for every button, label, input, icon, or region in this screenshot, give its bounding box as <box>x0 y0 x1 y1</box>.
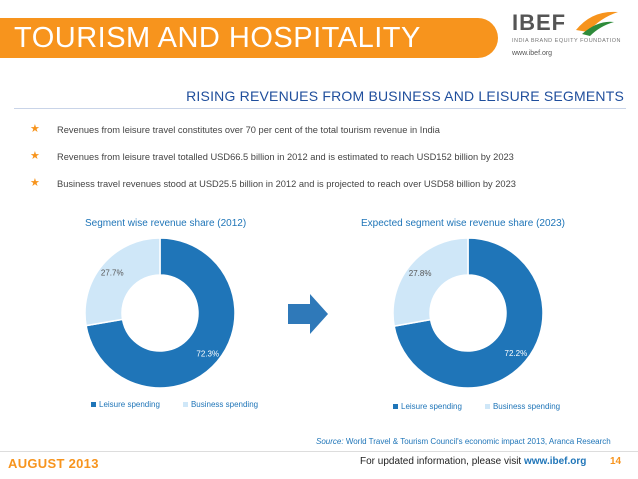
title-bar <box>0 18 498 58</box>
logo-tagline: INDIA BRAND EQUITY FOUNDATION <box>512 38 622 44</box>
logo-word: IBEF <box>512 10 567 35</box>
source-label: Source: <box>316 437 344 446</box>
footer-divider <box>0 451 638 452</box>
bullet-text: Revenues from leisure travel constitutes… <box>57 125 440 135</box>
star-icon: ★ <box>30 150 40 162</box>
legend-label-leisure: Leisure spending <box>99 400 160 409</box>
data-label: 27.7% <box>101 269 124 278</box>
section-subtitle: RISING REVENUES FROM BUSINESS AND LEISUR… <box>186 88 624 104</box>
page-number: 14 <box>610 456 622 467</box>
donut-slice-business-spending <box>392 237 469 327</box>
star-icon: ★ <box>30 177 40 189</box>
source-text: World Travel & Tourism Council's economi… <box>345 437 611 446</box>
legend-label-leisure: Leisure spending <box>401 402 462 411</box>
chart-title-2012: Segment wise revenue share (2012) <box>85 218 247 229</box>
legend-label-business: Business spending <box>492 402 561 411</box>
donut-slice-leisure-spending <box>85 237 236 389</box>
source-note: Source: World Travel & Tourism Council's… <box>316 437 611 446</box>
bullet-item: ★ Business travel revenues stood at USD2… <box>30 177 620 205</box>
footer-info: For updated information, please visit ww… <box>360 456 586 467</box>
chart-title-2023: Expected segment wise revenue share (202… <box>361 218 566 229</box>
legend-2012: Leisure spending Business spending <box>91 400 278 409</box>
legend-swatch-business <box>484 404 490 409</box>
bullet-text: Business travel revenues stood at USD25.… <box>57 179 516 189</box>
star-icon: ★ <box>30 123 40 135</box>
page-title: TOURISM AND HOSPITALITY <box>14 22 421 54</box>
footer-date: AUGUST 2013 <box>8 456 99 471</box>
bullet-text: Revenues from leisure travel totalled US… <box>57 152 514 162</box>
bullet-list: ★ Revenues from leisure travel constitut… <box>30 123 620 205</box>
donut-slice-business-spending <box>84 237 161 327</box>
arrow-right-icon <box>288 294 328 334</box>
data-label: 27.8% <box>409 269 432 278</box>
bullet-item: ★ Revenues from leisure travel constitut… <box>30 123 620 151</box>
data-label: 72.2% <box>505 349 528 358</box>
donut-chart-2023: 72.2% 27.8% <box>392 237 544 389</box>
data-label: 72.3% <box>196 349 219 358</box>
legend-swatch-business <box>182 402 188 407</box>
donut-chart-2012: 72.3% 27.7% <box>84 237 236 389</box>
legend-label-business: Business spending <box>190 400 259 409</box>
logo-url[interactable]: www.ibef.org <box>512 50 553 57</box>
ibef-logo[interactable]: IBEF INDIA BRAND EQUITY FOUNDATION www.i… <box>508 10 626 66</box>
bird-icon <box>576 11 618 36</box>
donut-slice-leisure-spending <box>393 237 544 389</box>
footer-url-link[interactable]: www.ibef.org <box>523 456 587 467</box>
legend-swatch-leisure <box>393 404 398 409</box>
legend-swatch-leisure <box>91 402 96 407</box>
bullet-item: ★ Revenues from leisure travel totalled … <box>30 150 620 178</box>
subtitle-divider <box>14 108 626 109</box>
footer-info-text: For updated information, please visit <box>360 456 522 467</box>
legend-2023: Leisure spending Business spending <box>393 402 580 411</box>
